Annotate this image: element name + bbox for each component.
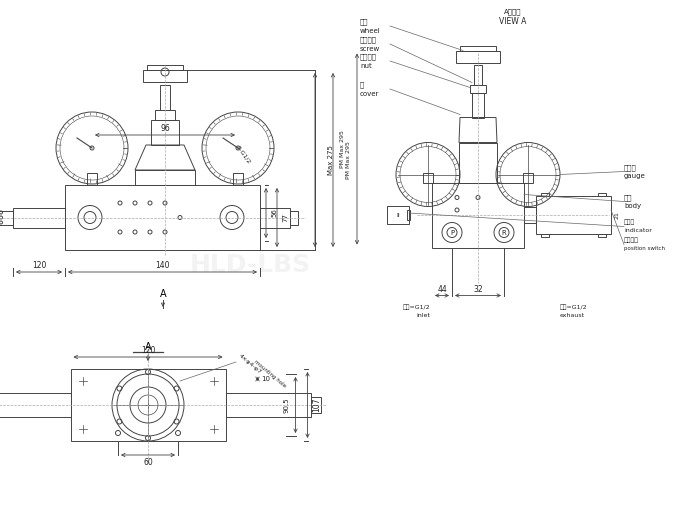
- Text: 调节螺丝: 调节螺丝: [360, 37, 377, 43]
- Text: A: A: [160, 289, 167, 299]
- Text: II: II: [396, 213, 400, 218]
- Text: 行程开关: 行程开关: [624, 238, 639, 243]
- Bar: [151, 120, 179, 145]
- Text: 77: 77: [282, 213, 288, 222]
- Bar: [541, 193, 549, 196]
- Bar: [71, 369, 226, 441]
- Bar: [387, 206, 409, 224]
- Bar: [160, 85, 170, 110]
- Circle shape: [90, 146, 94, 150]
- Text: R: R: [502, 229, 507, 236]
- Text: 进口=G1/2: 进口=G1/2: [403, 305, 430, 310]
- Bar: [598, 193, 606, 196]
- Bar: [226, 393, 311, 417]
- Text: position switch: position switch: [624, 246, 665, 251]
- Text: A向视图: A向视图: [505, 9, 522, 15]
- Text: 2-G1/2: 2-G1/2: [235, 145, 252, 165]
- Bar: [311, 397, 320, 413]
- Text: 32: 32: [473, 285, 483, 294]
- Text: 排口=G1/2: 排口=G1/2: [560, 305, 588, 310]
- Bar: [598, 234, 606, 237]
- Bar: [541, 234, 549, 237]
- Text: nut: nut: [360, 63, 372, 69]
- Text: PM Max 295: PM Max 295: [341, 130, 345, 168]
- Text: exhaust: exhaust: [560, 313, 585, 318]
- Text: cover: cover: [360, 91, 379, 97]
- Text: Max 275: Max 275: [328, 145, 334, 175]
- Text: 手轮: 手轮: [360, 19, 369, 26]
- Bar: [524, 207, 536, 223]
- Bar: [472, 92, 484, 118]
- Bar: [0, 393, 71, 417]
- Bar: [470, 84, 486, 92]
- Text: 107: 107: [312, 398, 321, 412]
- Bar: [13, 207, 65, 227]
- Bar: [523, 173, 533, 182]
- Text: 90.5: 90.5: [284, 397, 290, 413]
- Bar: [456, 51, 500, 62]
- Circle shape: [236, 146, 240, 150]
- Text: P: P: [450, 229, 454, 236]
- Text: 56: 56: [271, 208, 277, 218]
- Text: HLD-LBS: HLD-LBS: [190, 253, 311, 277]
- Bar: [432, 182, 524, 247]
- Text: 盖: 盖: [360, 82, 364, 88]
- Text: gauge: gauge: [624, 173, 646, 178]
- Text: 阀体: 阀体: [624, 194, 632, 201]
- Bar: [233, 173, 243, 185]
- Text: 4×φ4-φ7: 4×φ4-φ7: [238, 353, 262, 375]
- Text: 96: 96: [160, 124, 170, 132]
- Text: 60: 60: [143, 457, 153, 467]
- Text: 140: 140: [155, 261, 170, 269]
- Bar: [407, 210, 410, 220]
- Text: body: body: [624, 202, 641, 208]
- Text: 指示器: 指示器: [624, 220, 635, 225]
- Bar: [147, 65, 183, 70]
- Bar: [0, 211, 13, 224]
- Text: 21: 21: [615, 211, 619, 219]
- Text: VIEW A: VIEW A: [499, 16, 527, 26]
- Text: PM Max 295: PM Max 295: [347, 141, 352, 179]
- Bar: [290, 211, 298, 224]
- Text: wheel: wheel: [360, 28, 381, 34]
- Bar: [536, 196, 611, 234]
- Text: 锁紧螺母: 锁紧螺母: [360, 54, 377, 60]
- Bar: [260, 207, 290, 227]
- Bar: [87, 173, 97, 185]
- Text: screw: screw: [360, 46, 380, 52]
- Text: 压力表: 压力表: [624, 164, 636, 171]
- Text: inlet: inlet: [416, 313, 430, 318]
- Bar: [474, 64, 482, 84]
- Text: A: A: [145, 342, 152, 352]
- Bar: [65, 185, 260, 250]
- Bar: [135, 170, 195, 185]
- Bar: [460, 45, 496, 51]
- Bar: [459, 143, 497, 182]
- Text: 44: 44: [437, 285, 447, 294]
- Text: 120: 120: [141, 345, 155, 355]
- Bar: [143, 70, 187, 82]
- Text: 120: 120: [32, 261, 46, 269]
- Text: indicator: indicator: [624, 228, 652, 233]
- Bar: [155, 110, 175, 120]
- Bar: [423, 173, 433, 182]
- Text: 10: 10: [261, 376, 270, 382]
- Text: mounting hole: mounting hole: [253, 359, 287, 389]
